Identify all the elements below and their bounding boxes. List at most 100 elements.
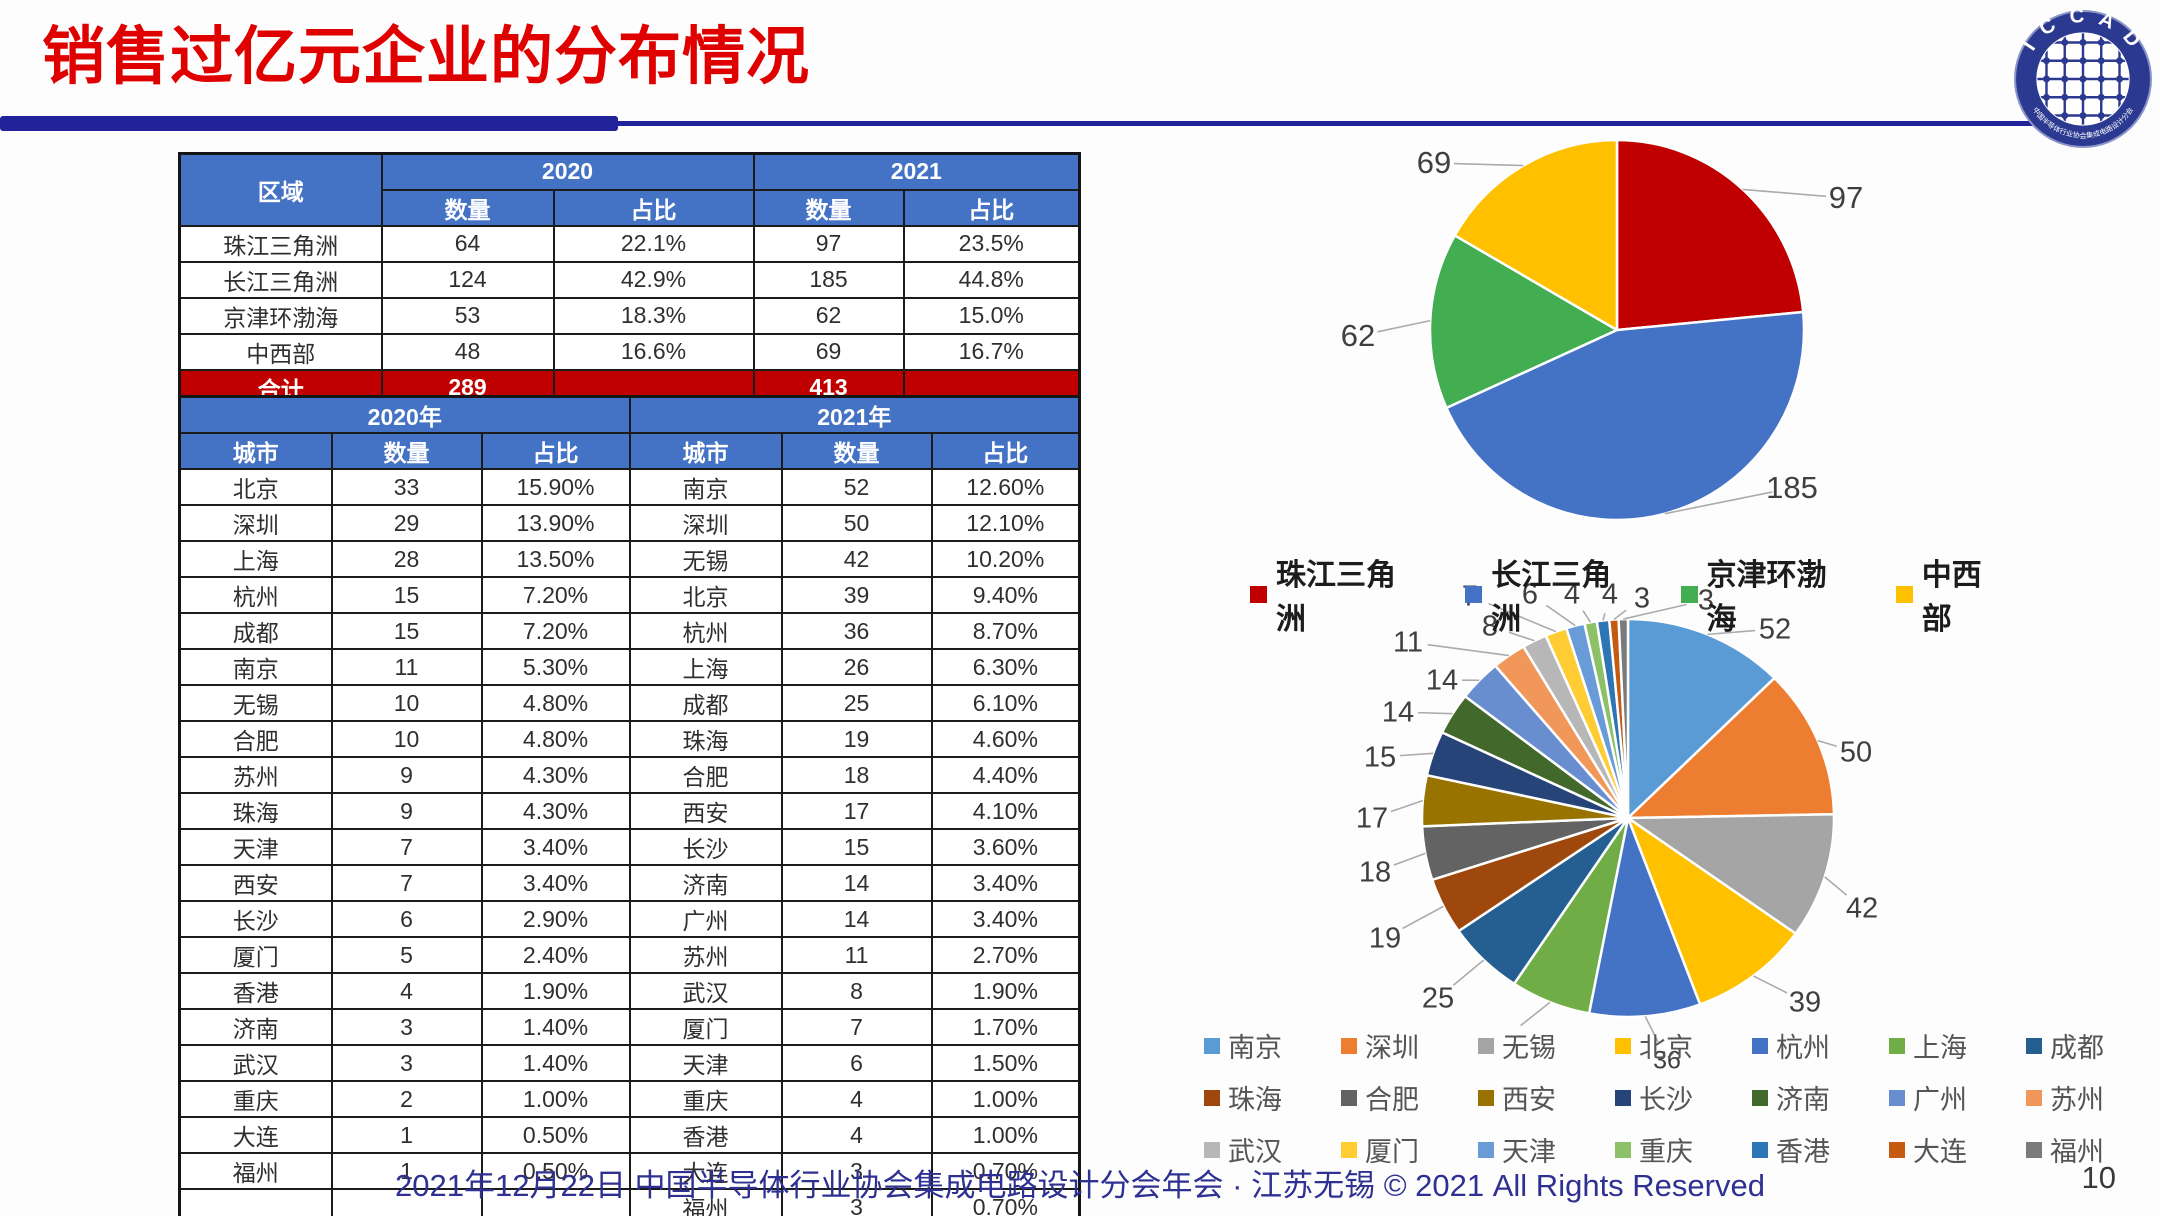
iccad-logo: I C C A D 中国半导体行业协会集成电路设计分会 xyxy=(2014,8,2152,148)
data-label: 69 xyxy=(1417,145,1451,180)
legend-item-济南: 济南 xyxy=(1752,1078,1889,1117)
legend-label: 珠江三角洲 xyxy=(1276,559,1396,636)
legend-label: 福州 xyxy=(2050,1137,2104,1167)
city-count: 10 xyxy=(330,720,483,758)
city-name: 厦门 xyxy=(178,936,333,974)
city-name: 西安 xyxy=(628,792,783,830)
region-name: 中西部 xyxy=(178,332,383,371)
city-name: 合肥 xyxy=(178,720,333,758)
city-share: 4.10% xyxy=(930,792,1081,830)
city-share xyxy=(480,1188,631,1216)
pie-slice-北京 xyxy=(1626,816,1797,1006)
pie-slice-南京 xyxy=(1626,617,1776,820)
share-2021: 16.7% xyxy=(902,332,1081,371)
label-leader-line xyxy=(1452,959,1485,986)
pie-slice-济南 xyxy=(1440,695,1630,820)
label-leader-line xyxy=(1752,975,1788,994)
city-share: 7.20% xyxy=(480,576,631,614)
legend-swatch-icon xyxy=(1204,1141,1220,1158)
title-underline-bar xyxy=(0,116,618,131)
city-share: 1.90% xyxy=(930,972,1081,1010)
label-leader-line xyxy=(1417,711,1453,715)
city-row: 天津 7 3.40% 长沙 15 3.60% xyxy=(178,828,1081,866)
legend-label: 大连 xyxy=(1913,1137,1967,1167)
city-count: 26 xyxy=(780,648,933,686)
city-count: 3 xyxy=(330,1044,483,1082)
label-leader-line xyxy=(1399,752,1434,757)
city-count: 4 xyxy=(330,972,483,1010)
legend-label: 珠海 xyxy=(1228,1085,1282,1115)
legend-label: 北京 xyxy=(1639,1033,1693,1063)
city-share: 1.90% xyxy=(480,972,631,1010)
label-leader-line xyxy=(1427,643,1510,657)
city-count: 5 xyxy=(330,936,483,974)
data-label: 17 xyxy=(1356,803,1388,835)
city-name: 福州 xyxy=(628,1188,783,1216)
col-header-share: 占比 xyxy=(552,188,755,227)
city-row: 上海 28 13.50% 无锡 42 10.20% xyxy=(178,540,1081,578)
legend-label: 广州 xyxy=(1913,1085,1967,1115)
legend-item-成都: 成都 xyxy=(2026,1026,2160,1065)
col-header-2020: 2020年 xyxy=(178,395,631,434)
legend-label: 杭州 xyxy=(1776,1033,1830,1063)
city-row: 武汉 3 1.40% 天津 6 1.50% xyxy=(178,1044,1081,1082)
legend-swatch-icon xyxy=(1615,1037,1631,1054)
table-header-row: 城市 数量 占比 城市 数量 占比 xyxy=(178,432,1081,470)
city-share: 1.00% xyxy=(930,1116,1081,1154)
label-leader-line xyxy=(1520,1001,1551,1027)
city-count: 9 xyxy=(330,792,483,830)
city-row: 杭州 15 7.20% 北京 39 9.40% xyxy=(178,576,1081,614)
region-pie-legend: 珠江三角洲 长江三角洲 京津环渤海 中西部 xyxy=(1250,550,2010,638)
legend-swatch-icon xyxy=(1889,1037,1905,1054)
pie-slice-深圳 xyxy=(1626,676,1836,820)
legend-swatch-icon xyxy=(1341,1089,1357,1106)
label-leader-line xyxy=(1453,162,1524,167)
city-name: 西安 xyxy=(178,864,333,902)
city-count: 2 xyxy=(330,1080,483,1118)
data-label: 14 xyxy=(1426,665,1458,697)
count-2021: 185 xyxy=(752,260,905,299)
city-name: 武汉 xyxy=(178,1044,333,1082)
footer-text: 2021年12月22日 中国半导体行业协会集成电路设计分会年会 · 江苏无锡 ©… xyxy=(395,1168,1765,1203)
city-share: 4.80% xyxy=(480,720,631,758)
legend-item-重庆: 重庆 xyxy=(1615,1130,1752,1169)
title-underline-line xyxy=(600,121,2112,126)
city-share: 3.40% xyxy=(930,900,1081,938)
legend-swatch-icon xyxy=(1889,1089,1905,1106)
pie-slice-苏州 xyxy=(1494,645,1630,820)
city-share: 4.60% xyxy=(930,720,1081,758)
legend-swatch-icon xyxy=(2026,1089,2042,1106)
city-name: 长沙 xyxy=(178,900,333,938)
data-label: 25 xyxy=(1422,983,1454,1015)
pie-slice-成都 xyxy=(1457,816,1630,986)
data-label: 50 xyxy=(1840,737,1872,769)
data-label: 42 xyxy=(1846,893,1878,925)
city-name: 苏州 xyxy=(178,756,333,794)
legend-label: 济南 xyxy=(1776,1085,1830,1115)
col-header-2021: 2021年 xyxy=(628,395,1081,434)
city-count: 7 xyxy=(330,864,483,902)
city-name: 无锡 xyxy=(628,540,783,578)
city-name: 大连 xyxy=(178,1116,333,1154)
legend-item-大连: 大连 xyxy=(1889,1130,2026,1169)
city-name: 上海 xyxy=(628,648,783,686)
region-row: 京津环渤海 53 18.3% 62 15.0% xyxy=(178,296,1081,335)
city-count: 3 xyxy=(780,1188,933,1216)
legend-swatch-icon xyxy=(1341,1037,1357,1054)
city-row: 深圳 29 13.90% 深圳 50 12.10% xyxy=(178,504,1081,542)
col-header-2021: 2021 xyxy=(752,152,1081,191)
city-count: 3 xyxy=(330,1008,483,1046)
legend-label: 长江三角洲 xyxy=(1491,559,1612,636)
table-header-row: 区域 2020 2021 xyxy=(178,152,1081,227)
region-name: 珠江三角洲 xyxy=(178,224,383,263)
city-count: 36 xyxy=(780,612,933,650)
legend-swatch-icon xyxy=(1752,1089,1768,1106)
legend-swatch-icon xyxy=(1478,1141,1494,1158)
pie-slice-无锡 xyxy=(1626,812,1836,935)
legend-swatch-icon xyxy=(1204,1089,1220,1106)
city-name: 合肥 xyxy=(628,756,783,794)
col-header-share: 占比 xyxy=(930,432,1081,470)
city-share: 2.40% xyxy=(480,936,631,974)
city-share: 13.90% xyxy=(480,504,631,542)
city-share: 4.30% xyxy=(480,756,631,794)
